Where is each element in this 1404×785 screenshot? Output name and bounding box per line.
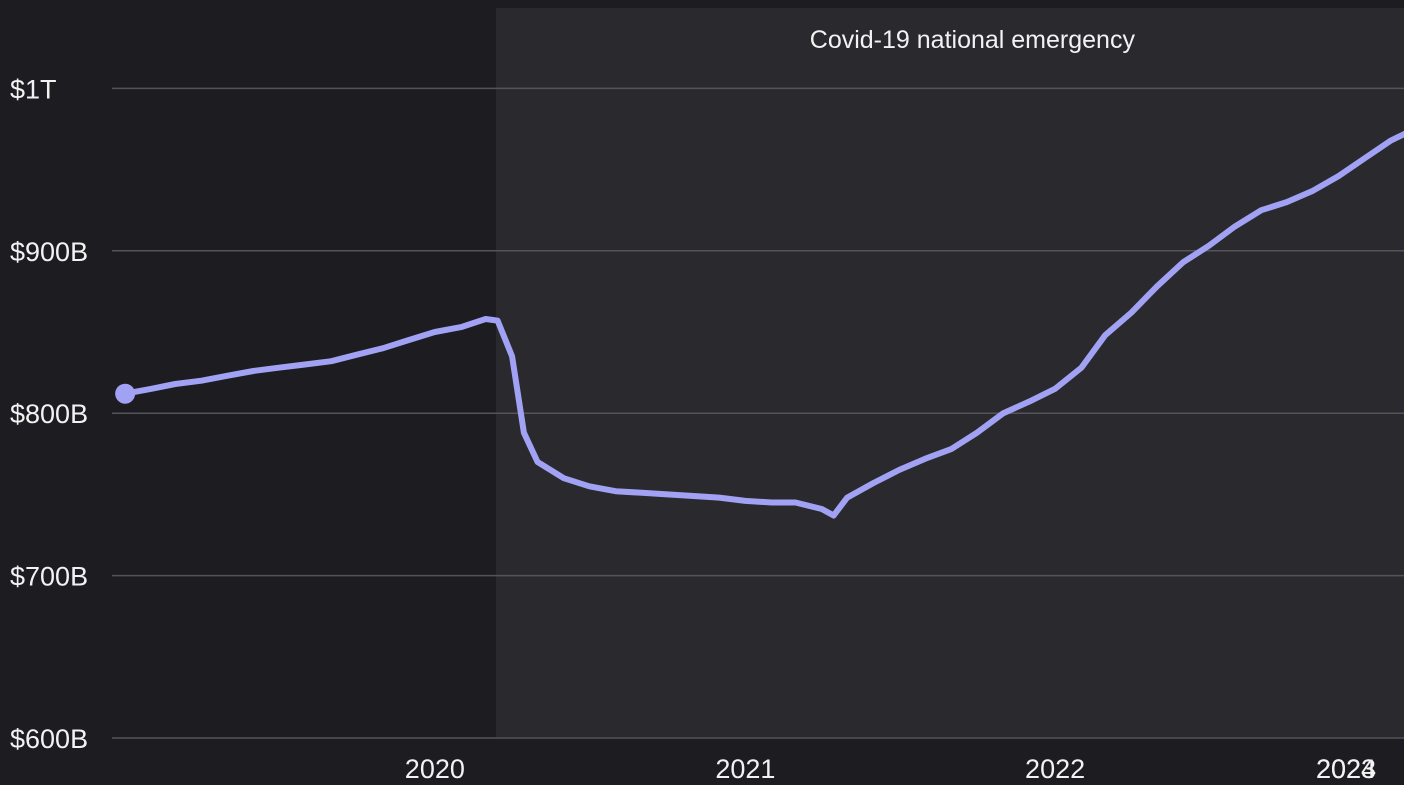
annotation-label: Covid-19 national emergency: [810, 26, 1136, 54]
series-line: [122, 130, 1404, 519]
y-tick-label: $700B: [10, 562, 88, 592]
gridlines: [112, 87, 1404, 739]
x-tick-label: 2020: [405, 754, 465, 784]
y-tick-label: $800B: [10, 399, 88, 429]
y-tick-label: $600B: [10, 724, 88, 754]
y-axis-tick-labels: $600B $700B $800B $900B $1T: [10, 74, 88, 754]
covid-emergency-shaded-band: [495, 8, 1404, 737]
x-tick-label: 2022: [1025, 754, 1085, 784]
x-tick-label: 2024: [1316, 754, 1376, 784]
x-tick-label: 2023: [1316, 754, 1376, 784]
x-tick-label: 2021: [715, 754, 775, 784]
y-tick-label: $900B: [10, 237, 88, 267]
y-tick-label: $1T: [10, 74, 57, 104]
series-start-point: [115, 383, 136, 404]
